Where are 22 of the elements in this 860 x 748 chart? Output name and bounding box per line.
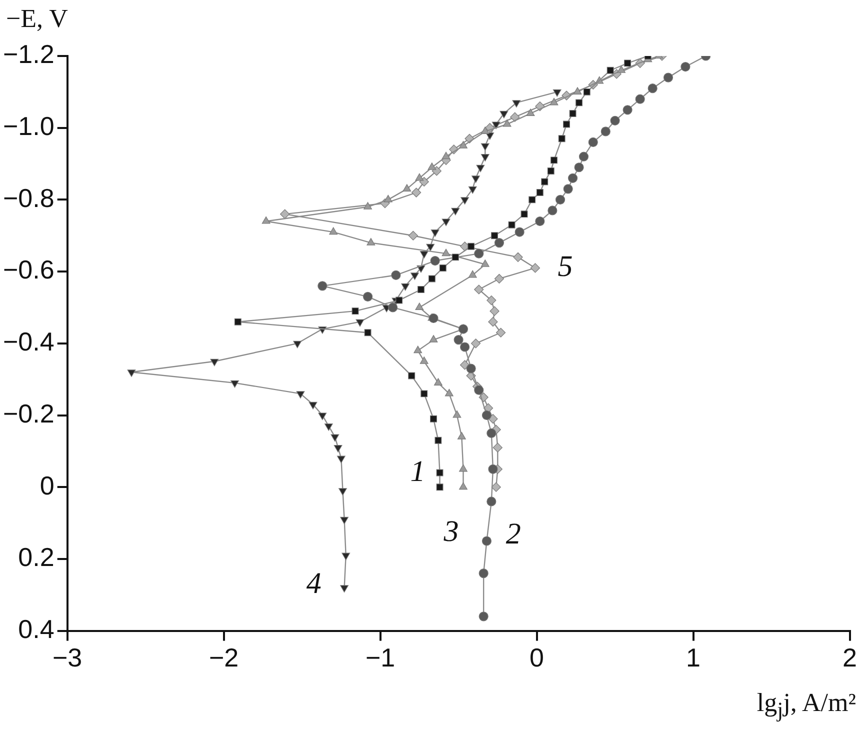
y-tick-label: −1.2	[3, 39, 54, 70]
y-tick-label: 0.2	[18, 542, 54, 572]
x-tick-label: −3	[52, 642, 82, 673]
x-tick-label: 2	[842, 642, 858, 673]
x-tick-label: −1	[365, 642, 396, 673]
y-tick-label: −1.0	[3, 111, 54, 142]
x-tick-label: 0	[530, 642, 544, 673]
y-tick-label: −0.8	[3, 182, 54, 213]
series-label: 2	[506, 517, 521, 550]
series-label: 1	[410, 454, 426, 488]
series-label: 5	[558, 250, 573, 283]
x-axis-title: lg$_{j}$j, A/m²	[756, 688, 856, 724]
y-tick-label: −0.4	[3, 326, 54, 357]
y-tick-label: 0.4	[18, 614, 54, 644]
y-tick-label: −0.6	[3, 254, 54, 285]
series-label: 3	[442, 514, 459, 548]
y-tick-label: −0.2	[3, 398, 54, 428]
x-tick-label: −2	[208, 642, 239, 673]
series-label: 4	[306, 567, 322, 600]
y-axis-title: −E, V	[6, 4, 68, 34]
y-tick-label: 0	[40, 470, 54, 500]
x-tick-label: 1	[686, 642, 701, 673]
